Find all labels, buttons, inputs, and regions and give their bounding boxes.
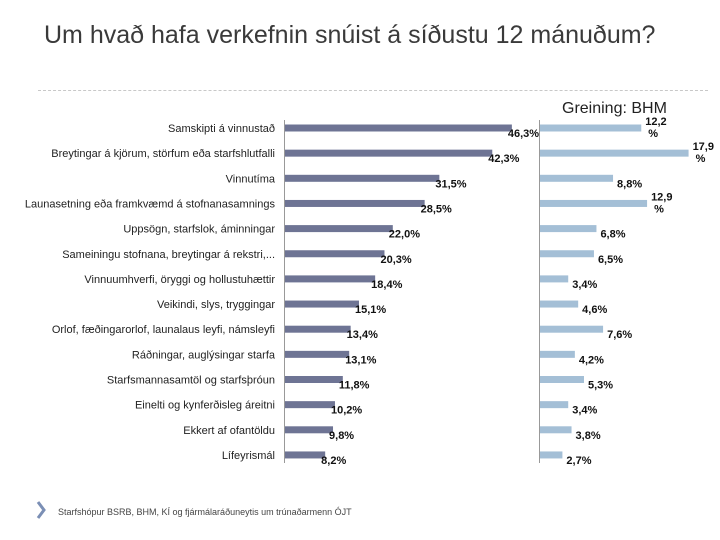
bar-bhm	[540, 199, 648, 207]
bar-bhm	[540, 300, 579, 308]
category-label: Samskipti á vinnustað	[168, 123, 275, 135]
category-label: Vinnuumhverfi, öryggi og hollustuhættir	[84, 274, 275, 286]
bar-total-value-label: 13,1%	[345, 354, 376, 366]
source-note: Starfshópur BSRB, BHM, KÍ og fjármálaráð…	[58, 507, 352, 517]
category-label: Starfsmannasamtöl og starfsþróun	[107, 375, 275, 387]
bar-bhm	[540, 275, 569, 283]
chart-title: Um hvað hafa verkefnin snúist á síðustu …	[44, 21, 656, 49]
bar-total-value-label: 18,4%	[371, 279, 402, 291]
bar-bhm	[540, 350, 575, 358]
bar-bhm-value-label: 12,9%	[651, 191, 672, 215]
bar-bhm-value-label: 2,7%	[566, 455, 591, 467]
bar-bhm	[540, 376, 584, 383]
bar-bhm	[540, 124, 642, 132]
bar-bhm	[540, 426, 572, 434]
bar-bhm-value-label: 4,2%	[579, 354, 604, 366]
bar-total-value-label: 46,3%	[508, 128, 539, 140]
bar-bhm-value-label: 3,8%	[576, 430, 601, 442]
bar-total-value-label: 11,8%	[339, 380, 370, 392]
bar-total-value-label: 42,3%	[488, 153, 519, 165]
bar-bhm-value-label: 8,8%	[617, 178, 642, 190]
category-label: Ekkert af ofantöldu	[183, 425, 275, 437]
chart-subtitle: Greining: BHM	[562, 100, 667, 117]
bar-total-value-label: 9,8%	[329, 430, 354, 442]
bar-total-value-label: 8,2%	[321, 455, 346, 467]
bar-total-value-label: 22,0%	[389, 229, 420, 241]
category-label: Launasetning eða framkvæmd á stofnanasam…	[25, 198, 276, 210]
category-label: Vinnutíma	[226, 173, 276, 185]
bar-total-value-label: 10,2%	[331, 405, 362, 417]
bar-total	[285, 300, 359, 308]
bar-total	[285, 451, 326, 459]
bar-total	[285, 250, 385, 258]
bar-total	[285, 426, 334, 434]
bar-total	[285, 325, 351, 333]
bar-total	[285, 376, 343, 383]
bar-bhm	[540, 250, 594, 258]
category-label: Breytingar á kjörum, störfum eða starfsh…	[51, 148, 275, 160]
bar-total	[285, 275, 376, 283]
bar-bhm	[540, 451, 563, 459]
bar-bhm-value-label: 17,9%	[693, 141, 714, 165]
bar-bhm	[540, 225, 597, 233]
category-label: Lífeyrismál	[222, 450, 275, 462]
bar-total	[285, 225, 393, 233]
bar-total-value-label: 28,5%	[421, 203, 452, 215]
bar-bhm-value-label: 12,2%	[645, 116, 666, 140]
category-label: Einelti og kynferðisleg áreitni	[135, 400, 275, 412]
bar-bhm-value-label: 3,4%	[572, 405, 597, 417]
corner-chevron-icon	[36, 501, 46, 519]
bar-bhm-value-label: 5,3%	[588, 380, 613, 392]
category-label: Sameiningu stofnana, breytingar á rekstr…	[62, 249, 275, 261]
category-label: Uppsögn, starfslok, áminningar	[123, 224, 275, 236]
bar-total	[285, 149, 493, 157]
bar-bhm	[540, 401, 569, 409]
category-label: Ráðningar, auglýsingar starfa	[132, 349, 276, 361]
bar-bhm-value-label: 3,4%	[572, 279, 597, 291]
bar-total-value-label: 15,1%	[355, 304, 386, 316]
bar-total	[285, 199, 425, 207]
bar-bhm-value-label: 4,6%	[582, 304, 607, 316]
bar-total	[285, 401, 335, 409]
bar-total	[285, 350, 350, 358]
bar-total-value-label: 31,5%	[435, 178, 466, 190]
bar-total-value-label: 13,4%	[347, 329, 378, 341]
bar-bhm-value-label: 6,8%	[600, 229, 625, 241]
title-divider	[38, 90, 708, 91]
category-label: Veikindi, slys, tryggingar	[157, 299, 275, 311]
bar-bhm	[540, 149, 689, 157]
bar-total-value-label: 20,3%	[380, 254, 411, 266]
bar-total	[285, 124, 512, 132]
bar-total	[285, 174, 440, 182]
bar-bhm-value-label: 7,6%	[607, 329, 632, 341]
bar-bhm	[540, 325, 604, 333]
bar-bhm-value-label: 6,5%	[598, 254, 623, 266]
bar-bhm	[540, 174, 614, 182]
category-label: Orlof, fæðingarorlof, launalaus leyfi, n…	[52, 324, 275, 336]
